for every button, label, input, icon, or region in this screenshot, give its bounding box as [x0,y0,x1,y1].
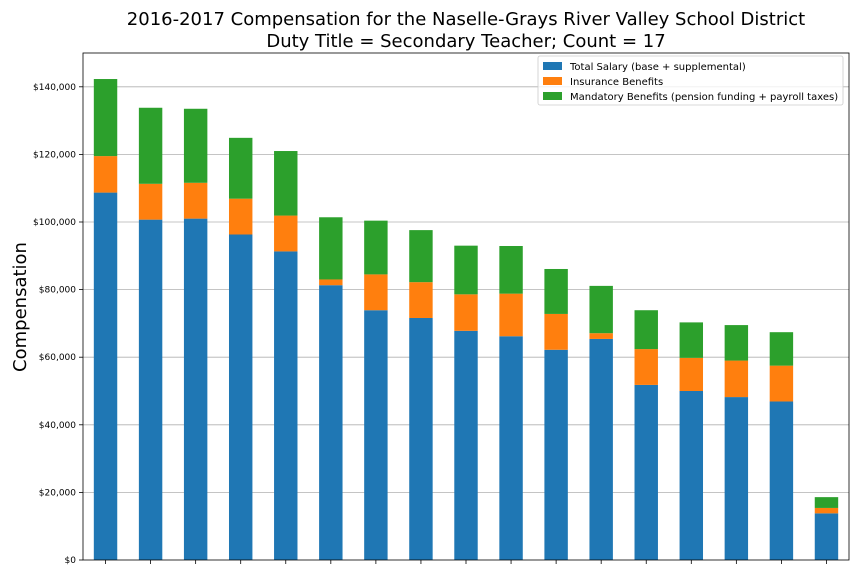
mandatory-bar [409,230,433,283]
insurance-bar [589,333,613,339]
insurance-bar [499,293,523,337]
salary-bar [138,219,163,560]
salary-bar [183,218,208,560]
insurance-bar [724,360,749,398]
insurance-bar [319,279,343,286]
legend-swatch [543,92,562,100]
legend-label: Total Salary (base + supplemental) [569,62,746,73]
salary-bar [454,330,478,560]
legend-swatch [543,77,562,85]
mandatory-bar [274,151,298,216]
y-tick-label: $60,000 [39,353,76,363]
y-tick-label: $20,000 [39,488,76,498]
bars [93,79,839,561]
y-tick-label: $100,000 [33,218,76,228]
salary-bar [589,338,613,560]
y-tick-label: $120,000 [33,150,76,160]
legend-label: Insurance Benefits [570,77,663,88]
insurance-bar [679,357,704,391]
mandatory-bar [724,325,749,361]
insurance-bar [138,183,163,220]
mandatory-bar [499,245,523,294]
insurance-bar [93,156,118,193]
legend-box [537,55,844,106]
insurance-bar [228,198,253,235]
y-tick-label: $140,000 [33,83,76,93]
salary-bar [93,192,118,560]
insurance-bar [409,282,433,318]
insurance-bar [183,182,208,219]
chart-subtitle: Duty Title = Secondary Teacher; Count = … [266,31,665,52]
salary-bar [319,285,343,560]
insurance-bar [814,507,839,514]
ticks: $0 $20,000 $40,000 $60,000 $80,000 $100,000 $1… [33,83,827,566]
mandatory-bar [814,497,839,508]
insurance-bar [634,349,658,385]
mandatory-bar [93,79,118,157]
y-tick-label: $80,000 [39,286,76,296]
insurance-bar [274,215,298,252]
legend: Total Salary (base + supplemental) Insura… [537,55,844,106]
salary-bar [544,349,568,560]
legend-swatch [543,62,562,70]
mandatory-bar [183,108,208,183]
y-axis-label: Compensation [10,242,31,372]
salary-bar [274,251,298,560]
mandatory-bar [679,322,704,358]
insurance-bar [544,313,568,350]
salary-bar [499,336,523,560]
legend-label: Mandatory Benefits (pension funding + pa… [570,92,838,103]
salary-bar [724,397,749,560]
salary-bar [364,310,388,560]
mandatory-bar [319,217,343,280]
mandatory-bar [138,107,163,184]
insurance-bar [364,274,388,311]
salary-bar [409,317,433,560]
y-tick-label: $40,000 [39,421,76,431]
mandatory-bar [589,285,613,334]
mandatory-bar [634,310,658,350]
mandatory-bar [454,245,478,295]
chart-title: 2016-2017 Compensation for the Naselle-G… [127,9,805,30]
salary-bar [228,234,253,561]
y-tick-label: $0 [65,556,77,566]
mandatory-bar [228,137,253,199]
salary-bar [679,391,704,560]
salary-bar [769,401,794,560]
mandatory-bar [364,220,388,275]
mandatory-bar [544,268,568,314]
insurance-bar [769,365,794,402]
insurance-bar [454,294,478,331]
mandatory-bar [769,332,794,366]
salary-bar [814,513,839,560]
salary-bar [634,384,658,560]
